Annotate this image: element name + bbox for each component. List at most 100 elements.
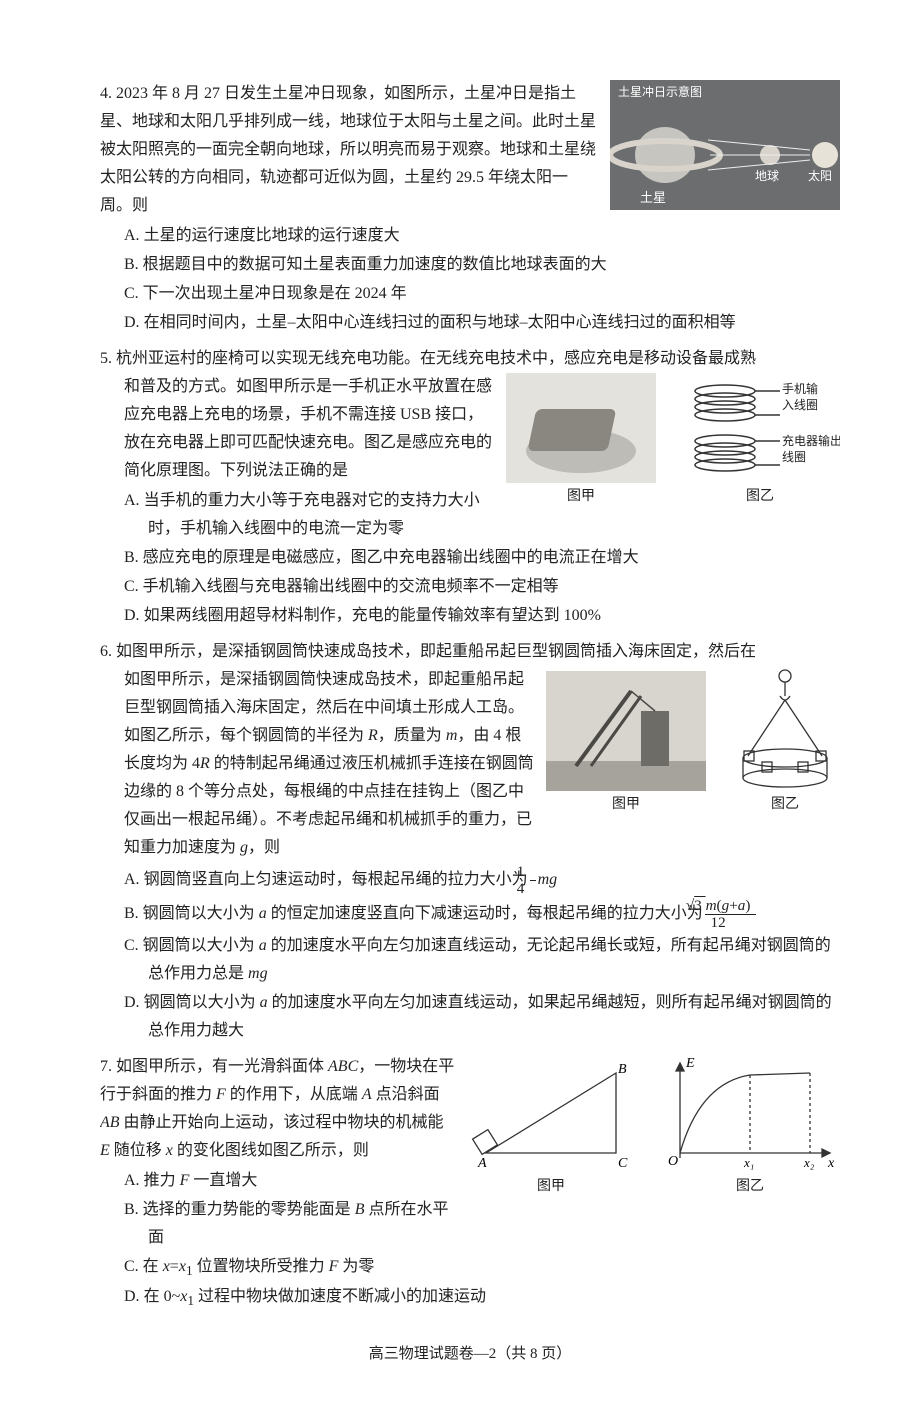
q6-number: 6. bbox=[100, 643, 112, 660]
q7-figure-a: A B C 图甲 bbox=[466, 1053, 636, 1200]
q5-figures: 图甲 bbox=[506, 373, 840, 510]
q7-number: 7. bbox=[100, 1058, 112, 1075]
q4-number: 4. bbox=[100, 85, 112, 102]
q5-figa-caption: 图甲 bbox=[506, 485, 656, 510]
label-O: O bbox=[668, 1154, 678, 1169]
q6-figures: 图甲 bbox=[546, 666, 840, 818]
q6-figb-caption: 图乙 bbox=[730, 793, 840, 818]
sun-label: 太阳 bbox=[808, 168, 832, 183]
question-4: 土星冲日示意图 土星 地球 太阳 4. 2023 年 8 月 27 日发生土星冲… bbox=[100, 80, 840, 337]
q6-figure-b: 图乙 bbox=[730, 666, 840, 818]
q7-sd: 点沿斜面 bbox=[372, 1086, 440, 1103]
q7-d-pre: 在 0~ bbox=[144, 1288, 181, 1305]
q6-a-pre: 钢圆筒竖直向上匀速运动时，每根起吊绳的拉力大小为 bbox=[144, 871, 528, 888]
q7-se: 由静止开始向上运动，该过程中物块的机械能 bbox=[120, 1114, 444, 1131]
q5-d-text: 如果两线圈用超导材料制作，充电的能量传输效率有望达到 100% bbox=[144, 607, 601, 624]
q6-stem-b: ，质量为 bbox=[378, 727, 446, 744]
q6-option-b: B. 钢圆筒以大小为 a 的恒定加速度竖直向下减速运动时，每根起吊绳的拉力大小为… bbox=[124, 898, 840, 931]
q6-stem-e: ，则 bbox=[248, 839, 280, 856]
q7-figb-caption: 图乙 bbox=[660, 1175, 840, 1200]
frac2-den: 12 bbox=[705, 915, 756, 931]
q7-option-d: D. 在 0~x1 过程中物块做加速度不断减小的加速运动 bbox=[124, 1283, 840, 1313]
q7-figures: A B C 图甲 E bbox=[466, 1053, 840, 1200]
page-footer: 高三物理试题卷—2（共 8 页） bbox=[100, 1341, 840, 1367]
saturn-label: 土星 bbox=[640, 190, 666, 205]
q7-a-post: 一直增大 bbox=[189, 1172, 257, 1189]
q6-option-d: D. 钢圆筒以大小为 a 的加速度水平向左匀加速直线运动，如果起吊绳越短，则所有… bbox=[124, 989, 840, 1045]
q6-d-pre: 钢圆筒以大小为 bbox=[144, 994, 260, 1011]
label-x: x bbox=[827, 1156, 835, 1171]
q7-c-pre: 在 bbox=[143, 1258, 163, 1275]
q7-c-post: 为零 bbox=[338, 1258, 374, 1275]
q5-figure-b: 手机输 入线圈 充电器输出 线圈 图乙 bbox=[680, 373, 840, 510]
q7-sa: 如图甲所示，有一光滑斜面体 bbox=[116, 1058, 328, 1075]
q6-figa-caption: 图甲 bbox=[546, 793, 706, 818]
exam-page: 土星冲日示意图 土星 地球 太阳 4. 2023 年 8 月 27 日发生土星冲… bbox=[0, 0, 920, 1407]
q7-c-mid: 位置物块所受推力 bbox=[193, 1258, 329, 1275]
q5-stem-line1: 杭州亚运村的座椅可以实现无线充电功能。在无线充电技术中，感应充电是移动设备最成熟 bbox=[116, 350, 756, 367]
q7-option-b: B. 选择的重力势能的零势能面是 B 点所在水平面 bbox=[124, 1196, 840, 1252]
fig-title: 土星冲日示意图 bbox=[618, 84, 702, 99]
induction-coils-icon: 手机输 入线圈 充电器输出 线圈 bbox=[680, 373, 840, 483]
q5-a-text: 当手机的重力大小等于充电器对它的支持力大小时，手机输入线圈中的电流一定为零 bbox=[144, 492, 480, 537]
saturn-opposition-diagram-icon: 土星冲日示意图 土星 地球 太阳 bbox=[610, 80, 840, 210]
q7-sg: 的变化图线如图乙所示，则 bbox=[173, 1142, 369, 1159]
label-A: A bbox=[477, 1156, 487, 1171]
earth-label: 地球 bbox=[755, 169, 779, 183]
q5-option-d: D. 如果两线圈用超导材料制作，充电的能量传输效率有望达到 100% bbox=[124, 602, 840, 630]
q6-c-pre: 钢圆筒以大小为 bbox=[143, 937, 259, 954]
q7-sc: 的作用下，从底端 bbox=[226, 1086, 362, 1103]
q6-b-pre: 钢圆筒以大小为 bbox=[143, 905, 259, 922]
q4-c-text: 下一次出现土星冲日现象是在 2024 年 bbox=[143, 285, 407, 302]
q5-b-text: 感应充电的原理是电磁感应，图乙中充电器输出线圈中的电流正在增大 bbox=[143, 549, 639, 566]
question-7: A B C 图甲 E bbox=[100, 1053, 840, 1313]
label-x2: x₂ bbox=[803, 1155, 815, 1170]
q7-figa-caption: 图甲 bbox=[466, 1175, 636, 1200]
q7-figure-b: E O x x₁ x₂ 图乙 bbox=[660, 1053, 840, 1200]
cylinder-lifting-diagram-icon bbox=[730, 666, 840, 791]
coil-top-label-1: 手机输 bbox=[782, 381, 818, 396]
q6-options: A. 钢圆筒竖直向上匀速运动时，每根起吊绳的拉力大小为14mg B. 钢圆筒以大… bbox=[100, 864, 840, 1045]
q4-options: A. 土星的运行速度比地球的运行速度大 B. 根据题目中的数据可知土星表面重力加… bbox=[100, 222, 840, 337]
question-6: 6. 如图甲所示，是深插钢圆筒快速成岛技术，即起重船吊起巨型钢圆筒插入海床固定，… bbox=[100, 638, 840, 1045]
q4-a-text: 土星的运行速度比地球的运行速度大 bbox=[144, 227, 400, 244]
coil-top-label-2: 入线圈 bbox=[782, 398, 818, 412]
label-B: B bbox=[618, 1062, 627, 1077]
q4-stem: 2023 年 8 月 27 日发生土星冲日现象，如图所示，土星冲日是指土星、地球… bbox=[100, 85, 596, 214]
crane-ship-photo-icon bbox=[546, 671, 706, 791]
q5-stem-rest: 和普及的方式。如图甲所示是一手机正水平放置在感应充电器上充电的场景，手机不需连接… bbox=[124, 378, 492, 479]
q7-b-pre: 选择的重力势能的零势能面是 bbox=[143, 1201, 355, 1218]
q5-number: 5. bbox=[100, 350, 112, 367]
label-x1: x₁ bbox=[743, 1155, 754, 1170]
wireless-charger-photo-icon bbox=[506, 373, 656, 483]
coil-bottom-label-1: 充电器输出 bbox=[782, 433, 840, 448]
energy-graph-icon: E O x x₁ x₂ bbox=[660, 1053, 840, 1173]
frac2-na: 3 bbox=[694, 897, 705, 914]
q6-figure-a: 图甲 bbox=[546, 671, 706, 818]
label-E: E bbox=[685, 1056, 695, 1071]
q5-option-c: C. 手机输入线圈与充电器输出线圈中的交流电频率不一定相等 bbox=[124, 573, 840, 601]
q5-figure-a: 图甲 bbox=[506, 373, 656, 510]
q4-option-c: C. 下一次出现土星冲日现象是在 2024 年 bbox=[124, 280, 840, 308]
q4-option-b: B. 根据题目中的数据可知土星表面重力加速度的数值比地球表面的大 bbox=[124, 251, 840, 279]
label-C: C bbox=[618, 1156, 628, 1171]
question-5: 5. 杭州亚运村的座椅可以实现无线充电功能。在无线充电技术中，感应充电是移动设备… bbox=[100, 345, 840, 630]
coil-bottom-label-2: 线圈 bbox=[782, 450, 806, 464]
q4-b-text: 根据题目中的数据可知土星表面重力加速度的数值比地球表面的大 bbox=[143, 256, 607, 273]
q7-sf: 随位移 bbox=[110, 1142, 166, 1159]
q7-d-post: 过程中物块做加速度不断减小的加速运动 bbox=[194, 1288, 486, 1305]
frac2-nd: ) bbox=[745, 897, 750, 914]
q4-figure: 土星冲日示意图 土星 地球 太阳 bbox=[610, 80, 840, 210]
q6-option-c: C. 钢圆筒以大小为 a 的加速度水平向左匀加速直线运动，无论起吊绳长或短，所有… bbox=[124, 932, 840, 988]
q5-option-b: B. 感应充电的原理是电磁感应，图乙中充电器输出线圈中的电流正在增大 bbox=[124, 544, 840, 572]
q6-stem-line1: 如图甲所示，是深插钢圆筒快速成岛技术，即起重船吊起巨型钢圆筒插入海床固定，然后在 bbox=[116, 643, 756, 660]
sqrt-sign: √ bbox=[686, 897, 694, 914]
frac1-den: 4 bbox=[530, 881, 536, 897]
q7-option-c: C. 在 x=x1 位置物块所受推力 F 为零 bbox=[124, 1253, 840, 1283]
q4-d-text: 在相同时间内，土星–太阳中心连线扫过的面积与地球–太阳中心连线扫过的面积相等 bbox=[144, 314, 736, 331]
incline-diagram-icon: A B C bbox=[466, 1053, 636, 1173]
frac1-num: 1 bbox=[530, 864, 536, 881]
q6-b-mid: 的恒定加速度竖直向下减速运动时，每根起吊绳的拉力大小为 bbox=[267, 905, 703, 922]
q7-a-pre: 推力 bbox=[144, 1172, 180, 1189]
q5-figb-caption: 图乙 bbox=[680, 485, 840, 510]
